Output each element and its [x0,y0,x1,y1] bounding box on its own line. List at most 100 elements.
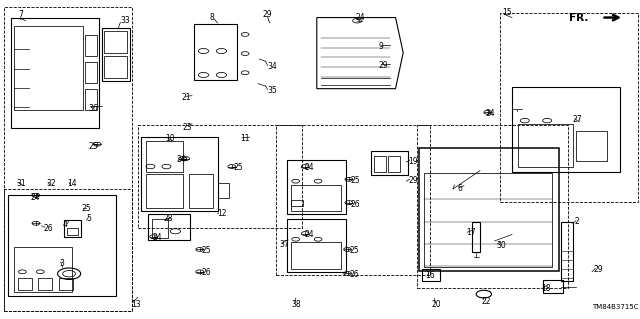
Bar [194,24,237,80]
Bar [472,222,480,252]
Bar [59,278,73,290]
Text: 29: 29 [378,61,388,70]
Bar [38,278,52,290]
Text: 30: 30 [496,241,506,250]
Text: 26: 26 [351,200,360,209]
Bar [138,125,302,228]
Text: 25: 25 [351,176,360,185]
Text: 33: 33 [120,16,130,25]
Text: 9: 9 [378,42,383,51]
Text: 22: 22 [481,297,491,306]
Text: 20: 20 [432,300,442,309]
Text: 23: 23 [182,123,192,132]
Bar [104,56,127,78]
Text: 14: 14 [67,179,77,188]
Bar [104,31,127,53]
Text: 31: 31 [16,179,26,188]
Text: 25: 25 [349,246,359,255]
Bar [291,200,303,206]
Bar [85,62,97,83]
Bar [11,18,99,128]
Text: 34: 34 [268,63,277,71]
Bar [287,219,346,272]
Bar [576,131,607,161]
Bar [152,219,168,238]
Bar [512,87,620,172]
Bar [287,160,346,214]
Text: 17: 17 [466,228,476,237]
Text: 26: 26 [44,224,53,233]
Text: 29: 29 [262,10,272,19]
Bar [14,247,72,292]
Text: 38: 38 [292,300,301,309]
Text: 37: 37 [279,240,289,249]
Text: 28: 28 [163,214,173,223]
Text: 24: 24 [305,230,314,239]
Text: 24: 24 [177,155,186,164]
Text: 15: 15 [502,8,512,17]
Text: 25: 25 [202,246,211,255]
Bar [388,156,400,172]
Text: 8: 8 [210,13,214,22]
Text: 11: 11 [240,134,250,143]
Bar [422,269,440,281]
Text: 25: 25 [88,142,98,151]
Text: 21: 21 [181,93,191,102]
Bar [146,174,183,208]
Bar [141,137,218,211]
Text: 25: 25 [234,163,243,172]
Bar [189,174,213,208]
Text: 13: 13 [131,300,141,309]
Text: 35: 35 [268,86,277,95]
Text: 25: 25 [82,204,92,213]
Text: 18: 18 [541,284,550,293]
Text: 7: 7 [18,10,23,19]
Bar [4,189,132,311]
Text: 29: 29 [594,265,604,274]
Bar [424,173,552,267]
Text: 6: 6 [458,184,463,193]
Bar [146,141,183,172]
Bar [8,195,116,296]
Text: 26: 26 [349,270,359,279]
Text: 4: 4 [63,220,68,229]
Bar [14,26,83,110]
Text: 5: 5 [86,214,92,223]
Text: 16: 16 [426,271,435,280]
Text: 24: 24 [152,233,162,242]
Bar [371,151,408,175]
Text: FR.: FR. [570,12,589,23]
Bar [148,214,190,240]
Text: 3: 3 [60,259,65,268]
Bar [102,28,130,81]
Text: 2: 2 [575,217,579,226]
Bar [218,183,229,198]
Bar [276,125,430,275]
Bar [543,280,563,293]
Bar [64,220,81,237]
Bar [291,242,341,269]
Bar [374,156,386,172]
Text: 29: 29 [408,176,418,185]
Text: TM84B3715C: TM84B3715C [592,304,639,310]
Bar [500,13,638,202]
Bar [561,222,573,281]
Bar [18,278,32,290]
Text: 12: 12 [218,209,227,218]
Bar [417,125,568,288]
Bar [291,185,341,211]
Bar [67,228,78,235]
Text: 24: 24 [485,109,495,118]
Bar [419,148,559,271]
Text: 24: 24 [305,163,314,172]
Text: 24: 24 [355,13,365,22]
Text: 19: 19 [408,157,418,166]
Text: 26: 26 [202,268,211,277]
Bar [85,35,97,56]
Text: 10: 10 [165,134,175,143]
Text: 36: 36 [88,104,98,113]
Bar [4,7,132,311]
Text: 24: 24 [31,193,40,202]
Text: 27: 27 [573,115,582,124]
Bar [518,124,573,167]
